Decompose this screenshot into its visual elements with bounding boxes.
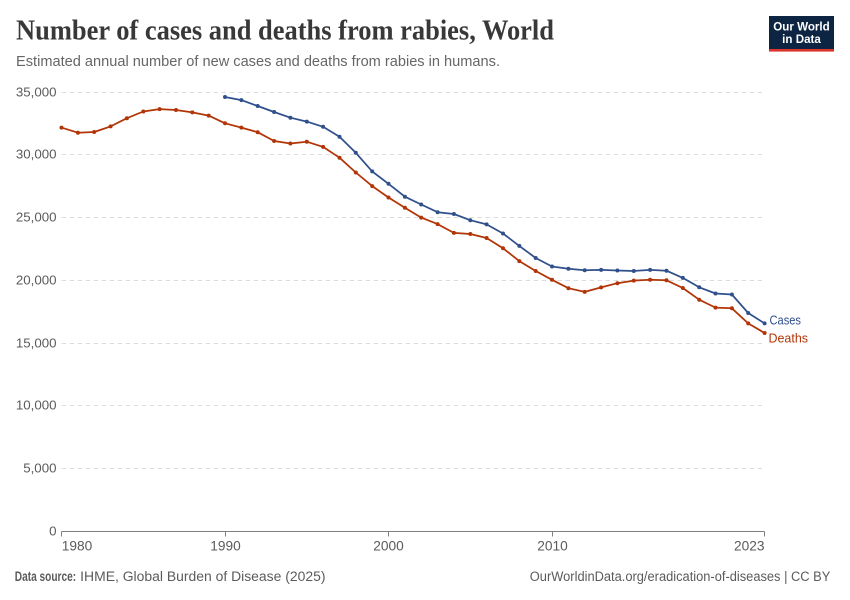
svg-text:Our World: Our World (773, 20, 829, 33)
svg-text:0: 0 (49, 523, 56, 538)
svg-text:2023: 2023 (734, 537, 765, 553)
svg-text:2010: 2010 (537, 537, 568, 553)
svg-text:10,000: 10,000 (16, 397, 57, 412)
svg-text:OurWorldinData.org/eradication: OurWorldinData.org/eradication-of-diseas… (530, 569, 831, 584)
svg-text:25,000: 25,000 (16, 209, 57, 224)
svg-text:Cases: Cases (770, 313, 802, 328)
svg-text:IHME, Global Burden of Disease: IHME, Global Burden of Disease (2025) (80, 569, 325, 584)
svg-text:2000: 2000 (373, 537, 404, 553)
svg-text:Estimated annual number of new: Estimated annual number of new cases and… (16, 53, 500, 70)
svg-text:30,000: 30,000 (16, 146, 57, 161)
svg-text:35,000: 35,000 (16, 84, 57, 99)
svg-text:in Data: in Data (782, 33, 821, 46)
svg-text:1980: 1980 (62, 537, 93, 553)
svg-text:Deaths: Deaths (769, 330, 809, 345)
svg-text:5,000: 5,000 (23, 460, 56, 475)
svg-text:Data source:: Data source: (15, 569, 76, 584)
svg-text:20,000: 20,000 (16, 272, 57, 287)
svg-text:1990: 1990 (210, 537, 241, 553)
svg-text:15,000: 15,000 (16, 335, 57, 350)
svg-text:Number of cases and deaths fro: Number of cases and deaths from rabies, … (16, 15, 554, 47)
